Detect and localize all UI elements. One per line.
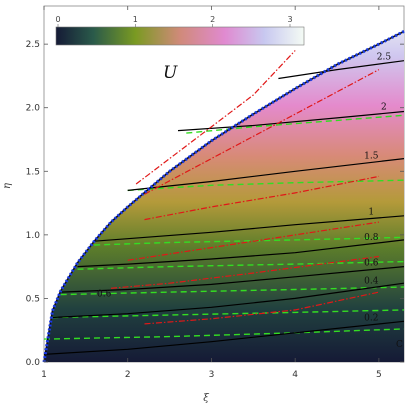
colorbar-gradient	[55, 26, 305, 46]
green-dashed-contour-4	[94, 236, 404, 246]
red-dashdot-contour-5	[135, 50, 296, 185]
y-tick-label-3: 1.5	[26, 167, 40, 177]
black-contour-6	[177, 110, 404, 132]
black-contour-5	[127, 158, 404, 191]
axes: 1 2 3 4 5 0.0 0.5 1.0 1.5 2.0 2.5	[26, 6, 404, 380]
colorbar-tick-label-3: 3	[287, 15, 292, 24]
contour-label-4: 1	[368, 208, 374, 218]
red-dashdot-contour-0	[144, 291, 380, 325]
y-tick-label-1: 0.5	[26, 294, 40, 304]
red-contour-label-1: 0.6	[97, 289, 112, 299]
heatmap-domain	[44, 6, 404, 362]
corner-mark: C	[396, 340, 403, 350]
domain-boundary	[42, 30, 405, 363]
red-dashdot-contour-1	[110, 255, 379, 289]
x-tick-label-3: 4	[292, 370, 298, 380]
red-dashdot-contour-2	[127, 221, 379, 261]
green-dashed-contour-1	[52, 309, 404, 319]
colorbar-tick-label-1: 1	[133, 15, 138, 24]
red-dashdot-contour-4	[144, 69, 380, 195]
contour-label-2: 0.6	[364, 259, 379, 269]
contour-label-6: 2	[381, 102, 387, 112]
green-dashed-contour-6	[186, 114, 404, 134]
colorbar-tick-label-2: 2	[210, 15, 215, 24]
green-dashed-contour-0	[44, 328, 404, 340]
contour-label-5: 1.5	[364, 151, 379, 161]
black-contour-0	[44, 320, 404, 355]
boundary-dotted-line	[42, 30, 405, 363]
black-contour-4	[94, 215, 404, 242]
y-tick-label-4: 2.0	[26, 104, 41, 114]
green-dashed-contour-5	[127, 179, 404, 192]
x-tick-label-4: 5	[376, 370, 382, 380]
y-tick-label-5: 2.5	[26, 40, 40, 50]
contour-label-1: 0.4	[364, 277, 379, 287]
x-tick-label-0: 1	[41, 370, 47, 380]
contour-label-0: 0.2	[364, 314, 378, 324]
black-contour-7	[278, 60, 404, 80]
black-contour-3	[77, 239, 404, 268]
x-tick-label-2: 3	[209, 370, 215, 380]
chart-title: U	[163, 63, 178, 83]
x-axis-label: ξ	[203, 393, 209, 404]
y-tick-label-2: 1.0	[26, 231, 41, 241]
colorbar-tick-label-0: 0	[55, 15, 60, 24]
black-contour-2	[60, 266, 404, 293]
red-dashdot-contour-3	[144, 175, 380, 221]
contour-layer: 0.2 0.4 0.6 0.8 1 1.5 2 2.5 0.6	[44, 50, 404, 355]
colorbar: 0 1 2 3	[55, 15, 305, 46]
green-dashed-contour-3	[77, 260, 404, 270]
green-dashed-contour-2	[60, 286, 404, 296]
contour-label-3: 0.8	[364, 233, 379, 243]
y-axis-label: η	[2, 183, 13, 189]
contour-label-7: 2.5	[377, 52, 392, 62]
x-tick-label-1: 2	[125, 370, 131, 380]
y-tick-label-0: 0.0	[26, 358, 41, 368]
black-contour-1	[52, 282, 404, 319]
